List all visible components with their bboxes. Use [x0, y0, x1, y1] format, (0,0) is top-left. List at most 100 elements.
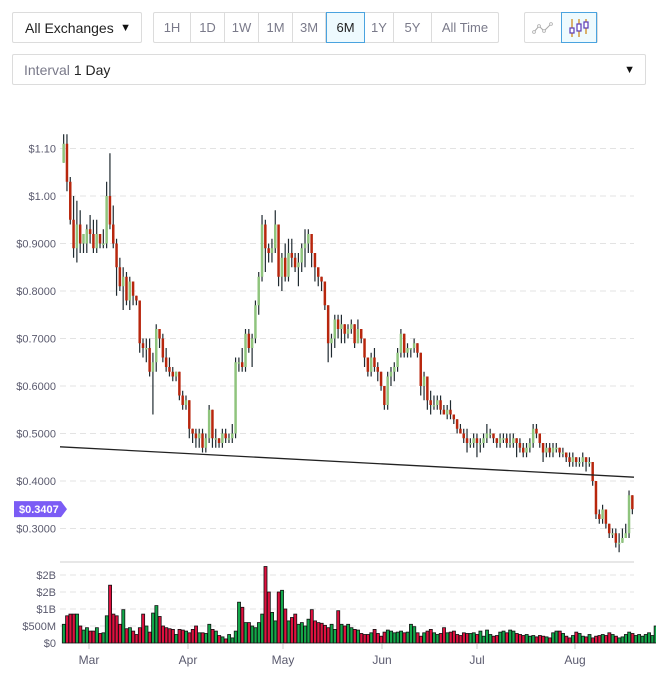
volume-bar [455, 634, 460, 644]
volume-bar [154, 605, 159, 644]
volume-bar [461, 632, 466, 644]
candle-down [290, 253, 294, 258]
range-button-6m[interactable]: 6M [326, 12, 365, 43]
volume-bar [471, 632, 476, 644]
candle-down [131, 281, 135, 296]
current-price-badge: $0.3407 [14, 501, 67, 518]
candle-down [92, 234, 95, 249]
candle-down [217, 438, 221, 443]
volume-bar [435, 634, 440, 644]
volume-bar [316, 622, 321, 644]
volume-bar [495, 635, 499, 644]
candle-up [588, 462, 591, 464]
volume-bar [134, 634, 139, 644]
candle-down [564, 452, 568, 458]
time-range-selector: 1H 1D 1W 1M 3M 6M 1Y 5Y All Time [153, 12, 499, 43]
volume-bar [104, 615, 109, 644]
interval-select[interactable]: Interval 1 Day ▼ [12, 54, 646, 85]
candle-up [472, 438, 475, 443]
candle-down [383, 386, 386, 405]
candle-down [492, 433, 495, 439]
candle-down [164, 357, 168, 367]
candle-down [247, 333, 251, 348]
candle-up [624, 533, 627, 538]
volume-bar [366, 634, 370, 644]
volume-bar [418, 635, 423, 644]
candle-down [181, 395, 184, 405]
volume-bar [210, 629, 215, 644]
volume-bar [607, 632, 612, 644]
candle-up [498, 438, 502, 443]
candlestick-chart-button[interactable] [561, 12, 597, 43]
volume-bar [458, 635, 463, 644]
candle-down [310, 234, 313, 253]
candle-down [317, 267, 320, 277]
candle-down [323, 281, 327, 306]
candle-down [326, 305, 330, 344]
volume-bar [293, 613, 298, 644]
candle-up [280, 257, 284, 277]
candle-down [168, 367, 171, 372]
range-button-all-time[interactable]: All Time [441, 20, 489, 35]
volume-bar [647, 632, 651, 644]
candle-down [65, 143, 69, 182]
exchange-select[interactable]: All Exchanges ▼ [12, 12, 142, 43]
candle-down [591, 462, 594, 481]
volume-bar [157, 616, 162, 644]
volume-tick-label: $2B [36, 570, 56, 582]
candle-up [508, 443, 512, 445]
candle-up [95, 234, 98, 249]
volume-bar [194, 625, 198, 644]
candle-down [416, 343, 419, 353]
volume-bar [253, 627, 258, 644]
candle-down [541, 443, 545, 453]
candle-down [373, 357, 376, 367]
candle-up [85, 229, 89, 244]
range-button-1w[interactable]: 1W [225, 13, 259, 42]
candle-down [449, 409, 452, 415]
volume-bar [147, 631, 152, 644]
range-button-1d[interactable]: 1D [191, 13, 225, 42]
volume-bar [91, 630, 96, 644]
volume-bar [227, 634, 232, 644]
candle-down [240, 362, 244, 367]
range-button-3m[interactable]: 3M [293, 13, 326, 42]
candle-up [422, 376, 426, 386]
candle-down [548, 447, 551, 453]
chart-type-toggle [524, 12, 598, 43]
candle-up [307, 234, 310, 244]
candle-up [260, 224, 264, 277]
volume-bar [481, 635, 486, 644]
volume-bar [323, 624, 327, 644]
candle-down [598, 514, 601, 519]
candle-up [221, 433, 224, 443]
candle-down [188, 400, 191, 429]
volume-bar [587, 634, 592, 644]
trend-line[interactable] [59, 446, 635, 478]
range-button-1y[interactable]: 1Y [365, 13, 394, 42]
candle-up [244, 333, 247, 367]
candle-up [340, 324, 343, 329]
volume-bar [273, 620, 278, 644]
candle-down [78, 224, 82, 244]
volume-tick-label: $1B [36, 604, 56, 616]
range-button-1m[interactable]: 1M [259, 13, 293, 42]
range-button-1h[interactable]: 1H [154, 13, 191, 42]
volume-bar [425, 630, 430, 644]
volume-bar [114, 615, 119, 644]
volume-bar [432, 632, 437, 644]
candle-down [158, 329, 161, 339]
line-chart-button[interactable] [525, 13, 561, 42]
candle-up [578, 462, 581, 464]
volume-bar [504, 632, 509, 644]
candle-down [459, 428, 462, 434]
range-button-5y[interactable]: 5Y [394, 13, 432, 42]
price-tick-label: $0.4000 [16, 476, 56, 488]
volume-bar [448, 631, 453, 644]
candle-down [614, 533, 618, 543]
candle-down [455, 419, 459, 429]
candle-down [194, 433, 198, 439]
candle-down [366, 357, 370, 372]
volume-bar [633, 635, 638, 644]
